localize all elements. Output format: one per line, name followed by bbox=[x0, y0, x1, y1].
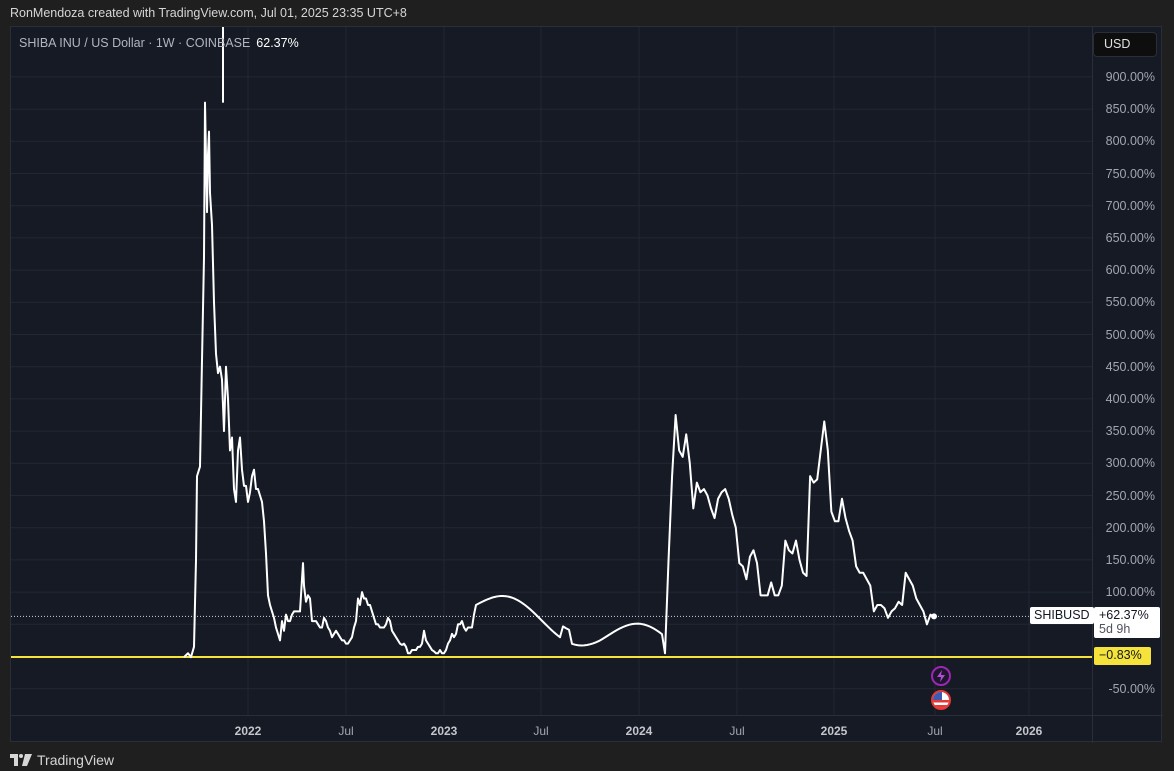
x-tick-label: Jul bbox=[927, 724, 943, 738]
y-tick-label: 750.00% bbox=[1105, 166, 1155, 181]
chart-frame: SHIBA INU / US Dollar · 1W · COINBASE 62.… bbox=[10, 26, 1163, 743]
y-tick-label: 700.00% bbox=[1105, 198, 1155, 213]
lightning-event-icon[interactable] bbox=[931, 666, 951, 686]
y-tick-label: 300.00% bbox=[1105, 456, 1155, 471]
x-tick-label: Jul bbox=[729, 724, 745, 738]
x-tick-label: 2022 bbox=[234, 724, 262, 738]
y-tick-label: 200.00% bbox=[1105, 520, 1155, 535]
y-tick-label: 650.00% bbox=[1105, 230, 1155, 245]
chart-legend[interactable]: SHIBA INU / US Dollar · 1W · COINBASE 62.… bbox=[19, 36, 299, 50]
current-price-label: +62.37% 5d 9h bbox=[1094, 607, 1160, 638]
x-tick-label: 2023 bbox=[430, 724, 458, 738]
x-tick-label: 2025 bbox=[820, 724, 848, 738]
current-value: +62.37% bbox=[1099, 608, 1149, 622]
legend-value: 62.37% bbox=[256, 36, 299, 50]
plot-area[interactable]: SHIBA INU / US Dollar · 1W · COINBASE 62.… bbox=[11, 27, 1092, 715]
tradingview-logo-icon bbox=[10, 754, 32, 766]
y-tick-label: 900.00% bbox=[1105, 69, 1155, 84]
y-tick-label: 100.00% bbox=[1105, 585, 1155, 600]
x-tick-label: Jul bbox=[338, 724, 354, 738]
y-tick-label: 250.00% bbox=[1105, 488, 1155, 503]
symbol-description: SHIBA INU / US Dollar · 1W · COINBASE bbox=[19, 36, 251, 50]
price-scale[interactable]: 900.00% 850.00% 800.00% 750.00% 700.00% 650.0… bbox=[1092, 27, 1163, 715]
currency-button[interactable]: USD bbox=[1093, 32, 1157, 57]
y-tick-label: 550.00% bbox=[1105, 295, 1155, 310]
baseline-label: −0.83% bbox=[1094, 647, 1151, 665]
brand-name: TradingView bbox=[37, 752, 115, 768]
y-tick-label: 350.00% bbox=[1105, 424, 1155, 439]
x-tick-label: Jul bbox=[533, 724, 549, 738]
y-tick-label: 500.00% bbox=[1105, 327, 1155, 342]
y-tick-label: -50.00% bbox=[1108, 681, 1155, 696]
x-tick-label: 2026 bbox=[1015, 724, 1043, 738]
y-tick-label: 450.00% bbox=[1105, 359, 1155, 374]
us-flag-event-icon[interactable] bbox=[931, 690, 951, 710]
y-tick-label: 850.00% bbox=[1105, 102, 1155, 117]
y-tick-label: 600.00% bbox=[1105, 263, 1155, 278]
time-scale[interactable]: 2022 Jul 2023 Jul 2024 Jul 2025 Jul 2026 bbox=[11, 715, 1092, 743]
bar-countdown: 5d 9h bbox=[1099, 622, 1131, 636]
price-line-chart bbox=[11, 27, 1092, 715]
tradingview-footer[interactable]: TradingView bbox=[10, 752, 114, 768]
scale-corner bbox=[1092, 715, 1163, 743]
symbol-price-label: SHIBUSD bbox=[1030, 607, 1094, 624]
x-tick-label: 2024 bbox=[625, 724, 653, 738]
y-tick-label: 400.00% bbox=[1105, 391, 1155, 406]
chart-credit: RonMendoza created with TradingView.com,… bbox=[10, 6, 407, 20]
y-tick-label: 800.00% bbox=[1105, 134, 1155, 149]
y-tick-label: 150.00% bbox=[1105, 552, 1155, 567]
